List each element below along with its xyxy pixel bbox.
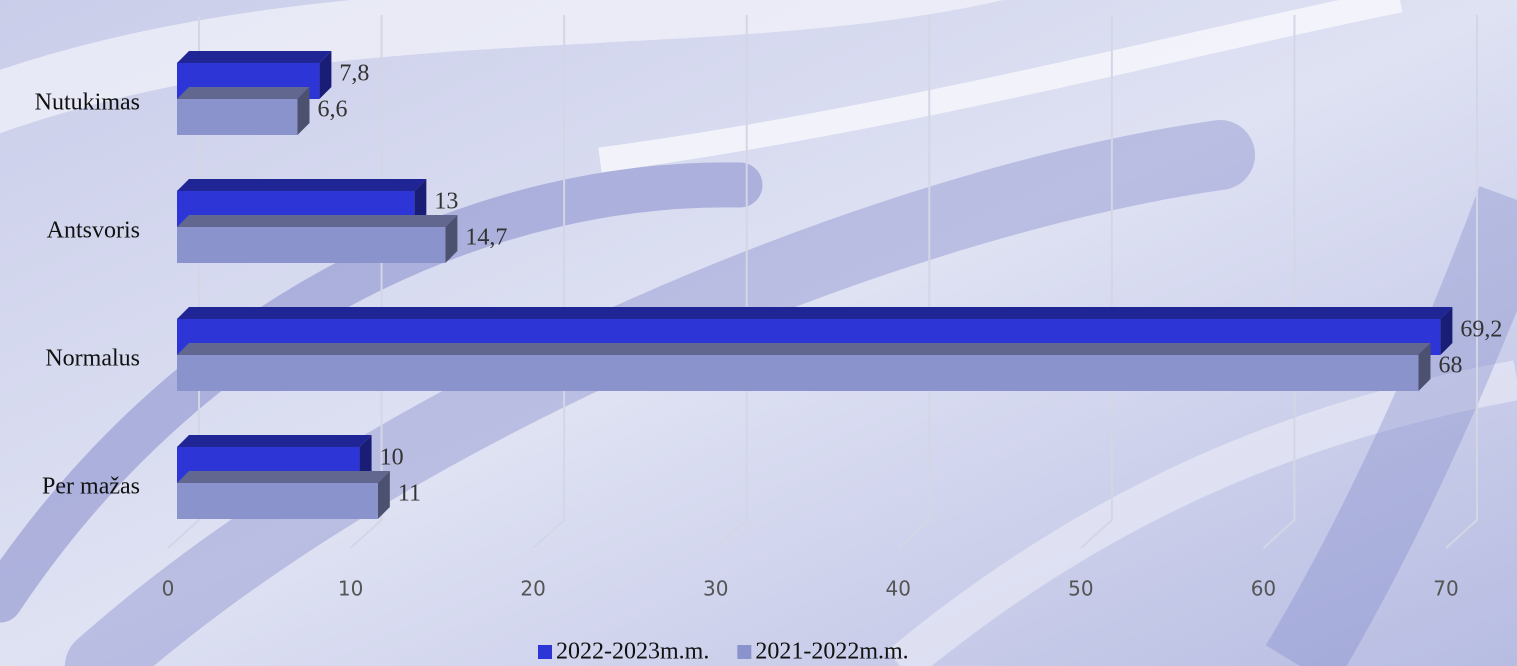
bar bbox=[177, 343, 1431, 391]
grid-line bbox=[1445, 15, 1478, 549]
legend-label: 2022-2023m.m. bbox=[556, 639, 709, 665]
bar-top bbox=[177, 307, 1453, 319]
bar-top bbox=[177, 471, 390, 483]
value-label: 13 bbox=[434, 189, 458, 215]
plot-area: 0 10 20 30 40 50 60 70 Nutukimas 7,8 6,6 Antsvoris 1… bbox=[35, 15, 1502, 601]
grid-line bbox=[897, 15, 931, 549]
legend-label: 2021-2022m.m. bbox=[755, 639, 908, 665]
bar-top bbox=[177, 179, 427, 191]
category-label: Per mažas bbox=[42, 474, 140, 500]
bar-top bbox=[177, 343, 1431, 355]
x-tick-label: 60 bbox=[1251, 577, 1276, 601]
x-tick-label: 40 bbox=[886, 577, 911, 601]
x-tick-label: 30 bbox=[703, 577, 728, 601]
bar-front bbox=[177, 355, 1419, 391]
legend-swatch bbox=[737, 645, 752, 659]
bar-side bbox=[297, 87, 310, 135]
bar-top bbox=[177, 87, 310, 99]
grid-line bbox=[1080, 15, 1113, 549]
bar-top bbox=[177, 215, 458, 227]
bar-front bbox=[177, 99, 298, 135]
value-label: 10 bbox=[380, 445, 404, 471]
bar bbox=[177, 215, 458, 263]
x-tick-label: 50 bbox=[1068, 577, 1093, 601]
bar-front bbox=[177, 483, 378, 519]
bar-front bbox=[177, 227, 446, 263]
x-tick-label: 10 bbox=[338, 577, 363, 601]
bar-side bbox=[445, 215, 458, 263]
bar-side bbox=[1418, 343, 1431, 391]
legend-swatch bbox=[538, 645, 552, 659]
x-tick-label: 0 bbox=[162, 577, 175, 601]
value-label: 6,6 bbox=[317, 97, 347, 123]
value-label: 14,7 bbox=[465, 225, 507, 251]
value-label: 69,2 bbox=[1460, 317, 1502, 343]
x-tick-label: 70 bbox=[1433, 577, 1458, 601]
category-label: Nutukimas bbox=[35, 90, 140, 116]
bar bbox=[177, 471, 390, 519]
x-tick-label: 20 bbox=[520, 577, 545, 601]
category-label: Antsvoris bbox=[47, 218, 140, 244]
bar-side bbox=[1440, 307, 1453, 355]
bar-top bbox=[177, 51, 332, 63]
category-label: Normalus bbox=[45, 346, 140, 372]
grid-line bbox=[1262, 15, 1296, 549]
bar bbox=[177, 87, 310, 135]
bar-top bbox=[177, 435, 372, 447]
bar-side bbox=[319, 51, 332, 99]
legend: 2022-2023m.m. 2021-2022m.m. bbox=[538, 639, 909, 665]
grid-line bbox=[715, 15, 748, 549]
grid-line bbox=[532, 15, 566, 549]
value-label: 11 bbox=[398, 481, 421, 507]
value-label: 68 bbox=[1438, 353, 1462, 379]
value-label: 7,8 bbox=[339, 61, 369, 87]
bar-side bbox=[377, 471, 390, 519]
